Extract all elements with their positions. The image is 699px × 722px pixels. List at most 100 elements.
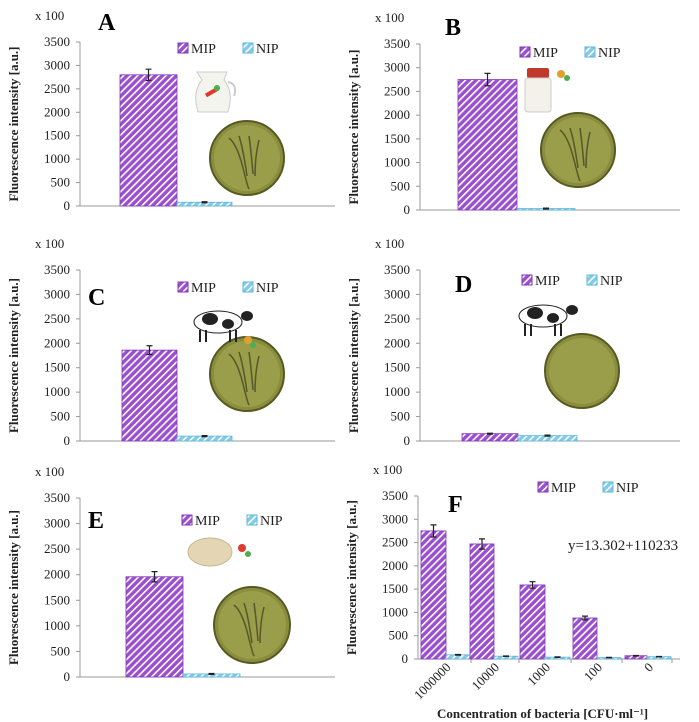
y-tick-label: 2000: [44, 567, 70, 582]
bacteria-streak-icon: [228, 351, 260, 406]
panel-c: 0 500 1000 1500 2000 2500 3000 3500 x 100 Fluores…: [6, 236, 335, 448]
y-tick-label: 2000: [382, 558, 408, 573]
y-tick-label: 1000: [384, 384, 410, 399]
y-tick-label: 1000: [384, 155, 410, 170]
y-tick-label: 1000: [44, 384, 70, 399]
y-tick-label: 1000: [44, 151, 70, 166]
legend-label-mip: MIP: [533, 46, 558, 61]
error-bar: [455, 653, 461, 656]
y-tick-label: 2000: [44, 335, 70, 350]
y-tick-label: 3500: [44, 34, 70, 49]
legend-label-mip: MIP: [191, 42, 216, 57]
x-tick-label: 10000: [469, 660, 503, 694]
y-tick-label: 2500: [384, 311, 410, 326]
bacteria-icon: [244, 336, 252, 344]
y-tick-label: 2500: [384, 83, 410, 98]
cow-icon: [193, 310, 243, 334]
legend-swatch-mip: [521, 274, 533, 286]
error-bar: [484, 72, 491, 87]
error-bar: [582, 615, 588, 621]
error-bar: [151, 571, 158, 583]
panel-a: 0 500 1000 1500 2000 2500 3000 3500 x 100 Fluores…: [6, 8, 335, 213]
error-bar: [145, 68, 152, 82]
panel-b: 0 500 1000 1500 2000 2500 3000 3500 x 100 Fluores…: [346, 10, 680, 217]
bacteria-icon: [214, 85, 220, 91]
scale-label: x 100: [35, 8, 64, 23]
legend-label-nip: NIP: [256, 42, 279, 57]
cow-icon: [518, 304, 568, 328]
y-tick-label: 1500: [44, 592, 70, 607]
bacteria-icon: [250, 342, 256, 348]
y-tick-label: 2500: [382, 535, 408, 550]
y-tick-label: 2000: [384, 335, 410, 350]
y-axis-label: Fluorescence intensity [a.u.]: [346, 49, 361, 204]
y-tick-label: 3500: [44, 490, 70, 505]
equation-annotation: y=13.302+110233: [568, 538, 678, 554]
bar-mip: [572, 617, 598, 660]
error-bar: [543, 207, 549, 210]
agar-icon: [218, 591, 286, 659]
y-tick-label: 1500: [44, 128, 70, 143]
scale-label: x 100: [373, 462, 402, 477]
y-tick-label: 0: [402, 651, 409, 666]
legend-label-mip: MIP: [535, 274, 560, 289]
cow-head-icon: [566, 305, 578, 315]
y-tick-label: 3000: [44, 286, 70, 301]
y-axis-label: Fluorescence intensity [a.u.]: [6, 278, 21, 433]
legend-swatch-nip: [586, 274, 598, 286]
bar-mip: [461, 433, 519, 442]
y-axis-label: Fluorescence intensity [a.u.]: [346, 278, 361, 433]
cow-legs-icon: [524, 324, 562, 336]
cow-head-icon: [241, 311, 253, 321]
x-tick-label: 0: [641, 660, 656, 675]
bar-mip: [420, 530, 447, 660]
bar-mip: [121, 349, 178, 442]
legend-label-nip: NIP: [616, 481, 639, 496]
scale-label: x 100: [375, 10, 404, 25]
agar-icon: [549, 338, 615, 404]
y-tick-label: 500: [51, 175, 71, 190]
y-tick-label: 3500: [382, 488, 408, 503]
error-bar: [201, 435, 208, 438]
bacteria-streak-icon: [228, 135, 260, 190]
y-tick-label: 500: [389, 628, 409, 643]
bacteria-icon: [245, 551, 251, 557]
error-bar: [544, 434, 551, 437]
cow-spot-icon: [202, 313, 218, 325]
jar-lid-icon: [527, 68, 549, 78]
y-tick-label: 3000: [382, 511, 408, 526]
scale-label: x 100: [375, 236, 404, 251]
bacteria-streak-icon: [559, 127, 591, 182]
x-tick-label: 1000000: [411, 660, 454, 703]
y-tick-label: 0: [404, 202, 411, 217]
scale-label: x 100: [35, 464, 64, 479]
legend-label-nip: NIP: [260, 514, 283, 529]
bacteria-icon: [238, 544, 246, 552]
x-tick-label: 100: [581, 660, 605, 684]
y-tick-label: 3000: [384, 60, 410, 75]
bar-mip: [119, 74, 178, 207]
y-tick-label: 0: [64, 433, 71, 448]
scale-label: x 100: [35, 236, 64, 251]
legend-swatch-mip: [177, 42, 189, 54]
cow-spot-icon: [222, 319, 234, 329]
error-bar: [430, 524, 437, 538]
panel-letter: F: [448, 492, 463, 518]
agar-icon: [214, 125, 280, 191]
legend-label-mip: MIP: [195, 514, 220, 529]
y-tick-label: 500: [51, 409, 71, 424]
y-tick-label: 2500: [44, 541, 70, 556]
y-tick-label: 500: [391, 178, 411, 193]
panel-letter: E: [88, 508, 104, 534]
y-axis-label: Fluorescence intensity [a.u.]: [344, 500, 359, 655]
y-tick-label: 2000: [384, 107, 410, 122]
pitcher-handle-icon: [227, 81, 237, 97]
bacteria-icon: [557, 70, 565, 78]
x-axis-label: Concentration of bacteria [CFU·ml⁻¹]: [437, 706, 648, 721]
y-tick-label: 1500: [44, 360, 70, 375]
panel-letter: A: [98, 10, 116, 36]
y-tick-label: 2500: [44, 311, 70, 326]
panel-letter: B: [445, 15, 461, 41]
